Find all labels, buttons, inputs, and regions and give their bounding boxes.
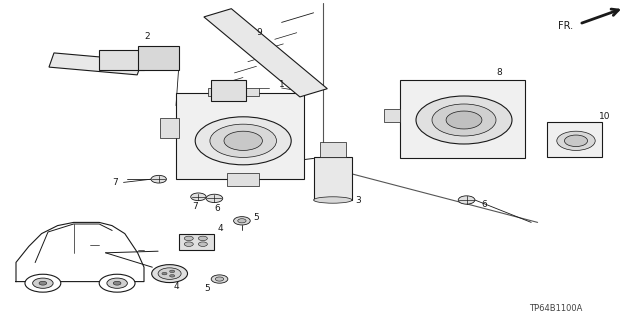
Circle shape [234,217,250,225]
Text: 6: 6 [215,204,220,213]
Circle shape [107,278,127,288]
Circle shape [210,124,276,157]
Circle shape [158,268,181,279]
Circle shape [206,194,223,203]
Text: 9: 9 [257,28,262,36]
Bar [179,234,214,250]
Circle shape [39,281,47,285]
Circle shape [170,275,175,277]
Circle shape [458,196,475,204]
Circle shape [191,193,206,201]
Text: 5: 5 [253,213,259,222]
Circle shape [198,236,207,241]
Text: 7: 7 [193,202,198,211]
Circle shape [33,278,53,288]
Bar [211,80,246,101]
Bar [400,80,525,158]
Text: 6: 6 [482,200,487,209]
Text: 2: 2 [145,32,150,41]
Text: 1: 1 [279,80,284,89]
Bar [176,93,304,179]
Circle shape [224,131,262,150]
Circle shape [557,131,595,150]
Text: FR.: FR. [557,21,573,31]
Circle shape [432,104,496,136]
Bar [320,142,346,157]
Circle shape [195,117,291,165]
Bar [204,9,327,97]
Bar [99,50,144,70]
Ellipse shape [314,197,352,203]
Bar [547,122,602,157]
Circle shape [446,111,482,129]
Text: 5: 5 [204,284,209,293]
Circle shape [215,277,224,281]
Circle shape [198,242,207,246]
Circle shape [170,270,175,273]
Circle shape [113,281,121,285]
Text: 4: 4 [218,224,223,233]
Bar [384,109,400,122]
Circle shape [162,272,167,275]
Bar [208,88,259,96]
Text: 4: 4 [173,282,179,291]
Circle shape [238,219,246,223]
Bar [49,53,142,75]
Circle shape [25,274,61,292]
Text: TP64B1100A: TP64B1100A [529,304,582,313]
Bar [138,46,179,70]
Circle shape [99,274,135,292]
Circle shape [564,135,588,147]
Circle shape [151,175,166,183]
Circle shape [184,242,193,246]
Circle shape [184,236,193,241]
Text: 10: 10 [599,112,611,121]
Circle shape [152,265,188,283]
Bar [314,157,352,200]
Circle shape [211,275,228,283]
Text: 7: 7 [113,178,118,187]
Bar [160,118,179,138]
Text: 8: 8 [497,68,502,76]
Text: 3: 3 [356,196,361,204]
Circle shape [416,96,512,144]
Bar [227,173,259,186]
